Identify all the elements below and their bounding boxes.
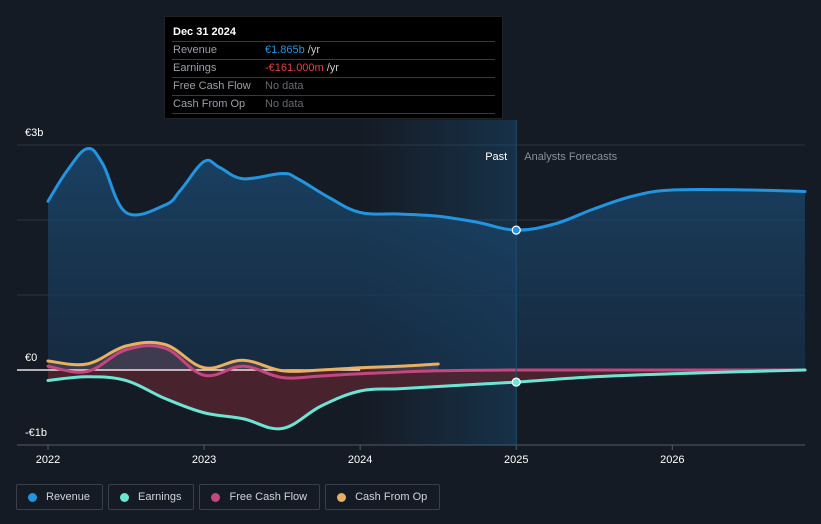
tooltip-row-earnings: Earnings -€161.000m /yr (172, 59, 495, 77)
free-cash-flow-dot-icon (211, 492, 221, 502)
series-line-revenue (46, 147, 807, 232)
revenue-marker (511, 225, 521, 235)
tooltip-label: Free Cash Flow (173, 80, 251, 92)
earnings-dot-icon (120, 492, 130, 502)
legend-label: Cash From Op (355, 491, 428, 503)
legend-label: Free Cash Flow (229, 491, 308, 503)
earnings-area (48, 370, 805, 429)
cash-from-op-dot-icon (337, 492, 347, 502)
legend: Revenue Earnings Free Cash Flow Cash Fro… (16, 484, 441, 510)
tooltip-value: -€161.000m (265, 62, 324, 74)
series-lines (46, 147, 807, 431)
cash-from-op-area (48, 342, 439, 372)
series-line-earnings (46, 368, 807, 431)
tooltip-label: Earnings (173, 62, 217, 74)
forecast-label: Analysts Forecasts (524, 151, 617, 163)
series-line-free-cash-flow (46, 344, 807, 380)
revenue-area (48, 148, 805, 370)
x-tick-label: 2026 (660, 454, 684, 466)
tooltip-value: No data (265, 98, 304, 110)
revenue-dot-icon (28, 492, 37, 502)
tooltip-row-cash-from-op: Cash From Op No data (172, 95, 495, 114)
tooltip-row-revenue: Revenue €1.865b /yr (172, 41, 495, 59)
legend-label: Revenue (46, 491, 91, 503)
x-tick-label: 2024 (348, 454, 372, 466)
tooltip-value: No data (265, 80, 304, 92)
legend-item-revenue[interactable]: Revenue (16, 484, 104, 510)
tooltip-label: Cash From Op (173, 98, 246, 110)
legend-item-free-cash-flow[interactable]: Free Cash Flow (199, 484, 321, 510)
earnings-marker (511, 377, 521, 387)
tooltip-label: Revenue (173, 44, 218, 56)
tooltip-date: Dec 31 2024 (173, 26, 236, 38)
y-tick-label: -€1b (25, 427, 47, 439)
legend-label: Earnings (138, 491, 182, 503)
series-line-cash-from-op (46, 340, 440, 373)
tooltip-row-free-cash-flow: Free Cash Flow No data (172, 77, 495, 95)
y-tick-label: €0 (25, 352, 37, 364)
tooltip-unit: /yr (307, 44, 320, 56)
x-tick-label: 2025 (504, 454, 528, 466)
x-axis: 2022 2023 2024 2025 2026 (36, 445, 685, 466)
x-tick-label: 2023 (192, 454, 216, 466)
tooltip: Dec 31 2024 Revenue €1.865b /yr Earnings… (164, 16, 503, 119)
y-tick-label: €3b (25, 127, 43, 139)
y-axis-labels: €3b €0 -€1b (25, 127, 47, 439)
area-fills (48, 148, 805, 429)
tooltip-value: €1.865b (265, 44, 305, 56)
markers (511, 225, 521, 387)
legend-item-cash-from-op[interactable]: Cash From Op (325, 484, 441, 510)
past-label: Past (485, 151, 507, 163)
legend-item-earnings[interactable]: Earnings (108, 484, 195, 510)
tooltip-unit: /yr (326, 62, 339, 74)
x-tick-label: 2022 (36, 454, 60, 466)
